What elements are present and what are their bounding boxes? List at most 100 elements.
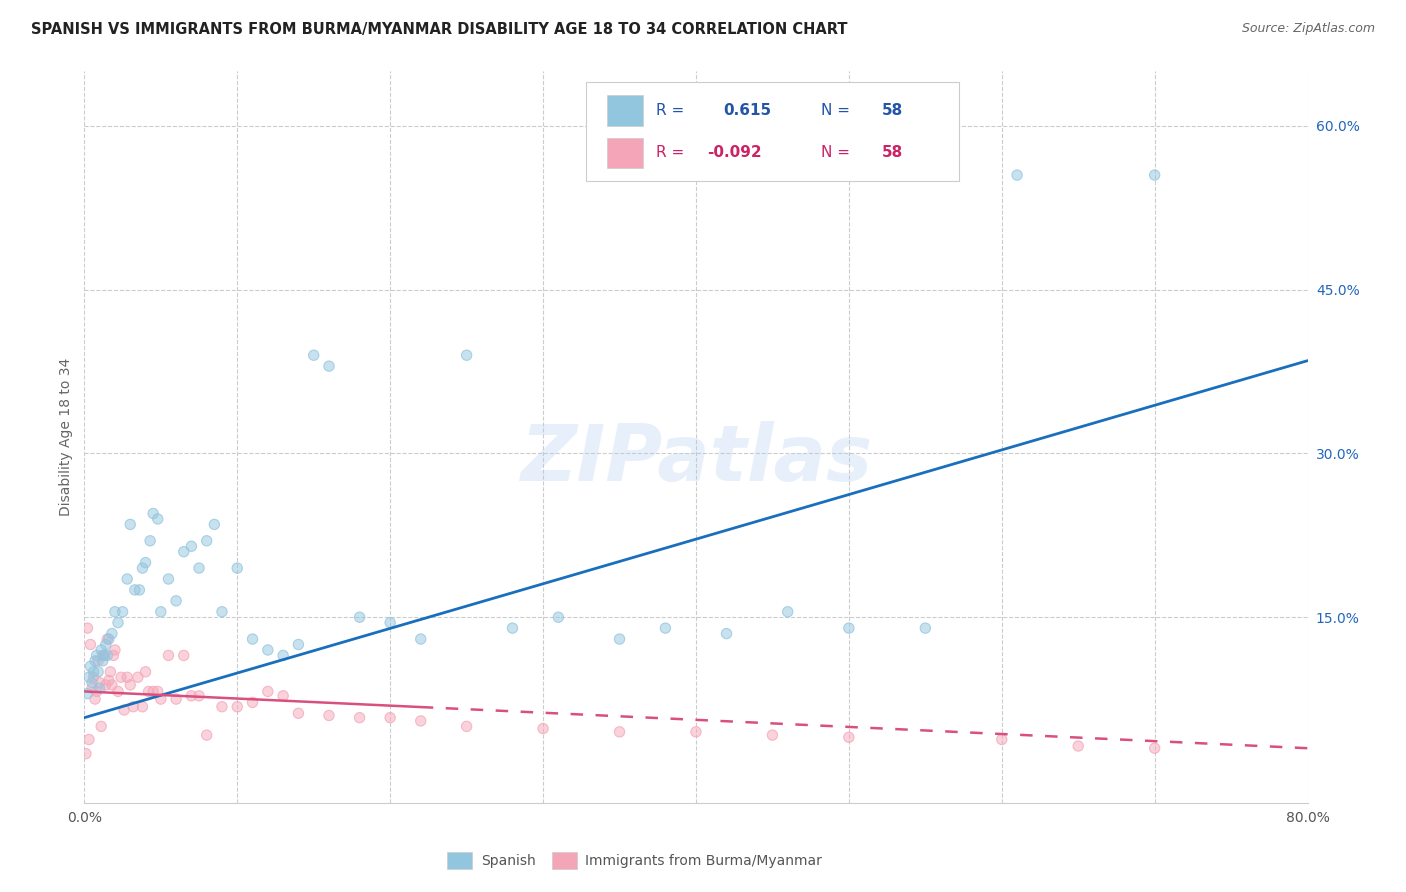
Point	[531, 722, 554, 736]
Point	[157, 648, 180, 663]
Point	[409, 714, 432, 728]
Point	[96, 648, 118, 663]
Point	[146, 512, 169, 526]
Point	[135, 665, 157, 679]
Point	[242, 695, 264, 709]
Point	[84, 654, 107, 668]
Point	[991, 732, 1014, 747]
Point	[149, 605, 172, 619]
Point	[188, 561, 211, 575]
Point	[86, 684, 108, 698]
Point	[173, 545, 195, 559]
Point	[93, 648, 115, 663]
Point	[142, 684, 165, 698]
Point	[93, 648, 115, 663]
Point	[87, 665, 110, 679]
Point	[838, 621, 860, 635]
Text: ZIPatlas: ZIPatlas	[520, 421, 872, 497]
Point	[115, 670, 138, 684]
Point	[157, 572, 180, 586]
Point	[409, 632, 432, 646]
Point	[226, 561, 249, 575]
Point	[456, 719, 478, 733]
Point	[149, 692, 172, 706]
Point	[271, 689, 294, 703]
Point	[188, 689, 211, 703]
Point	[211, 699, 233, 714]
Point	[77, 670, 100, 684]
Point	[146, 512, 169, 526]
Point	[97, 673, 120, 688]
Point	[318, 359, 340, 373]
Point	[139, 533, 162, 548]
Point	[287, 706, 309, 721]
Point	[776, 605, 799, 619]
Point	[103, 648, 125, 663]
Point	[165, 594, 187, 608]
Point	[609, 632, 631, 646]
Point	[76, 621, 98, 635]
Point	[97, 632, 120, 646]
Point	[89, 681, 111, 695]
Point	[89, 681, 111, 695]
Point	[146, 684, 169, 698]
Point	[127, 670, 149, 684]
Point	[157, 572, 180, 586]
Point	[96, 632, 118, 646]
Point	[75, 747, 97, 761]
Point	[83, 665, 105, 679]
Point	[83, 665, 105, 679]
Point	[98, 665, 121, 679]
FancyBboxPatch shape	[586, 82, 959, 181]
Point	[609, 632, 631, 646]
Point	[120, 517, 142, 532]
Point	[91, 648, 114, 663]
Point	[76, 687, 98, 701]
Point	[318, 359, 340, 373]
Point	[112, 703, 135, 717]
Point	[135, 556, 157, 570]
Point	[226, 561, 249, 575]
Point	[1005, 168, 1028, 182]
Point	[76, 687, 98, 701]
Point	[131, 561, 153, 575]
Point	[1143, 741, 1166, 756]
Point	[609, 724, 631, 739]
Point	[195, 533, 218, 548]
Point	[87, 654, 110, 668]
Point	[165, 692, 187, 706]
Point	[349, 610, 371, 624]
Point	[838, 731, 860, 745]
Point	[547, 610, 569, 624]
Text: N =: N =	[821, 103, 849, 119]
Point	[202, 517, 225, 532]
Point	[107, 684, 129, 698]
Point	[104, 643, 127, 657]
Point	[409, 714, 432, 728]
Point	[149, 605, 172, 619]
Point	[157, 648, 180, 663]
Point	[242, 695, 264, 709]
Point	[195, 728, 218, 742]
Point	[79, 659, 101, 673]
Point	[80, 681, 103, 695]
Point	[195, 728, 218, 742]
Point	[409, 632, 432, 646]
Point	[90, 719, 112, 733]
Point	[211, 605, 233, 619]
Point	[93, 648, 115, 663]
Point	[180, 689, 202, 703]
Point	[115, 572, 138, 586]
Point	[195, 533, 218, 548]
Point	[609, 724, 631, 739]
Point	[1143, 741, 1166, 756]
Point	[531, 722, 554, 736]
Point	[110, 670, 132, 684]
Text: -0.092: -0.092	[707, 145, 762, 161]
Point	[89, 675, 111, 690]
Point	[97, 673, 120, 688]
Point	[91, 648, 114, 663]
Point	[349, 711, 371, 725]
Point	[685, 724, 707, 739]
Point	[211, 699, 233, 714]
